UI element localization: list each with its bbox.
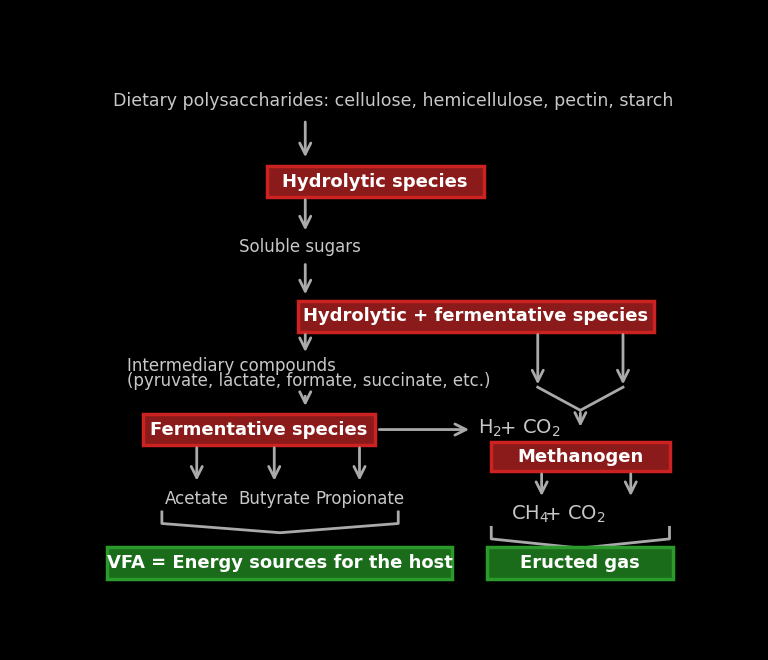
FancyBboxPatch shape [488,546,674,579]
Text: Methanogen: Methanogen [518,447,644,465]
FancyBboxPatch shape [143,414,375,445]
Text: Intermediary compounds: Intermediary compounds [127,356,336,375]
Text: H$_2$: H$_2$ [478,417,502,439]
Text: Soluble sugars: Soluble sugars [240,238,361,256]
Text: CH$_4$: CH$_4$ [511,504,549,525]
Text: +: + [500,418,517,438]
Text: VFA = Energy sources for the host: VFA = Energy sources for the host [107,554,452,572]
Text: Fermentative species: Fermentative species [150,420,367,438]
Text: CO$_2$: CO$_2$ [568,504,606,525]
Text: Hydrolytic + fermentative species: Hydrolytic + fermentative species [303,308,648,325]
Text: CO$_2$: CO$_2$ [522,417,561,439]
Text: +: + [545,505,561,524]
Text: Dietary polysaccharides: cellulose, hemicellulose, pectin, starch: Dietary polysaccharides: cellulose, hemi… [114,92,674,110]
FancyBboxPatch shape [108,546,452,579]
FancyBboxPatch shape [492,442,670,471]
Text: Butyrate: Butyrate [238,490,310,508]
Text: Propionate: Propionate [315,490,404,508]
FancyBboxPatch shape [297,301,654,332]
Text: Hydrolytic species: Hydrolytic species [283,173,468,191]
Text: (pyruvate, lactate, formate, succinate, etc.): (pyruvate, lactate, formate, succinate, … [127,372,491,390]
Text: Acetate: Acetate [165,490,229,508]
Text: Eructed gas: Eructed gas [521,554,641,572]
FancyBboxPatch shape [266,166,484,197]
